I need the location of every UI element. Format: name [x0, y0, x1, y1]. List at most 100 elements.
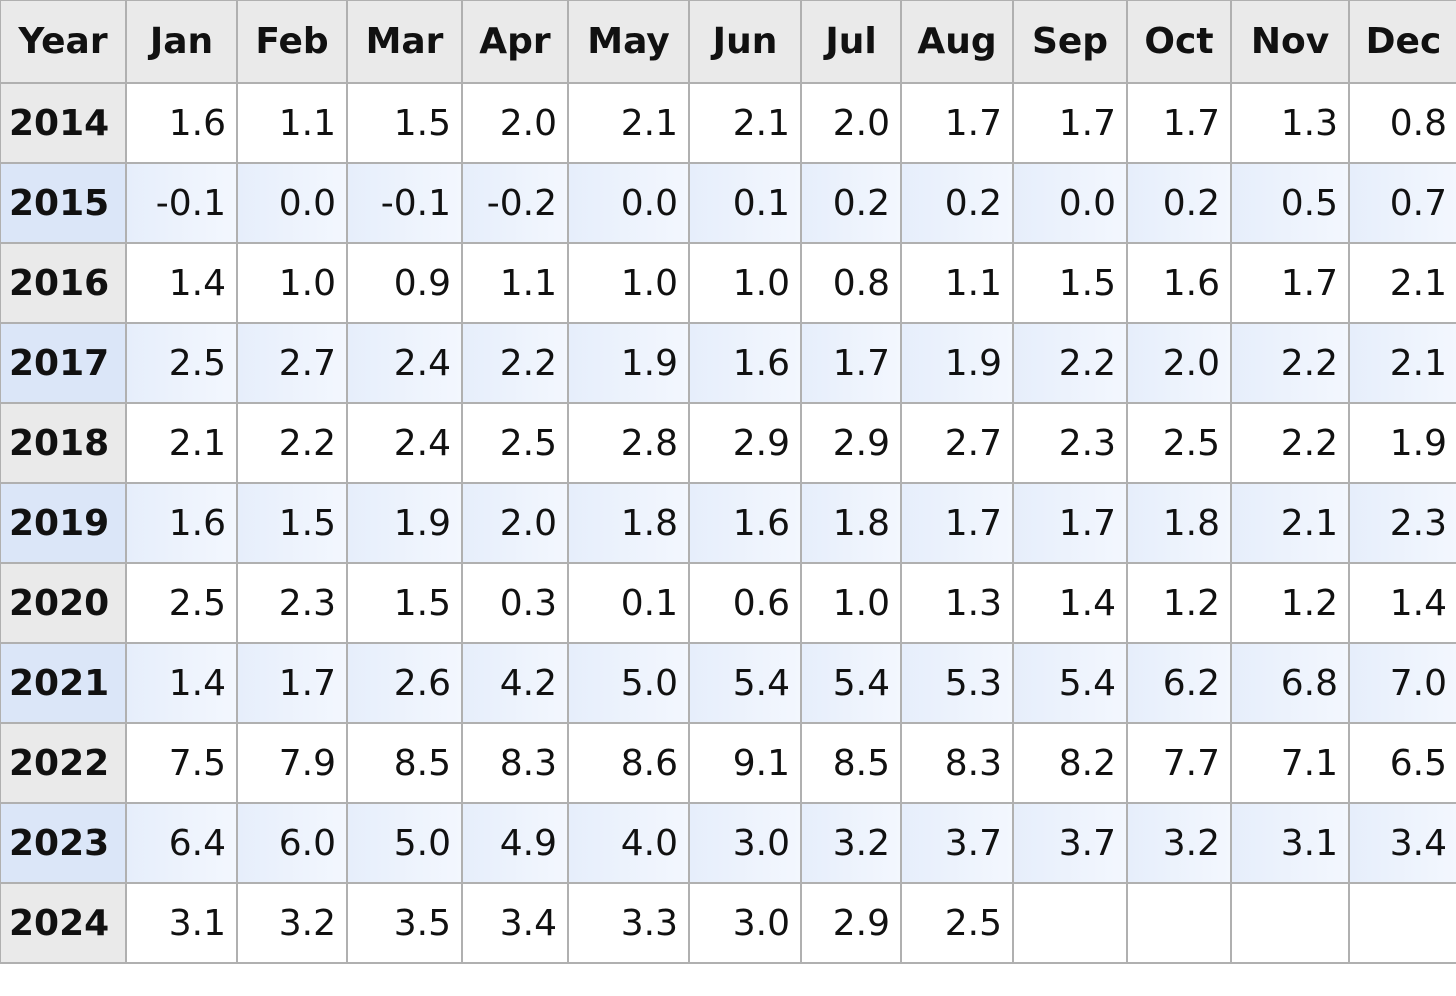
- value-cell: 2.5: [900, 882, 1014, 964]
- value-cell: 1.7: [236, 642, 348, 724]
- value-cell: 2.1: [567, 82, 690, 164]
- value-cell: 2.2: [461, 322, 569, 404]
- value-cell: 6.4: [125, 802, 238, 884]
- table-body: 2014 1.6 1.1 1.5 2.0 2.1 2.1 2.0 1.7 1.7 1.7 1.3 0.8…: [0, 82, 1456, 964]
- column-header: Mar: [346, 0, 463, 84]
- column-header: Dec: [1348, 0, 1456, 84]
- year-cell: 2023: [0, 802, 127, 884]
- value-cell: 1.0: [800, 562, 902, 644]
- value-cell: 2.0: [461, 482, 569, 564]
- value-cell: 3.0: [688, 882, 802, 964]
- column-header: Year: [0, 0, 127, 84]
- value-cell: 5.4: [800, 642, 902, 724]
- value-cell: 0.2: [800, 162, 902, 244]
- table-row: 2021 1.4 1.7 2.6 4.2 5.0 5.4 5.4 5.3 5.4 6.2 6.8 7.0: [0, 642, 1456, 724]
- value-cell: 8.6: [567, 722, 690, 804]
- value-cell: 2.7: [236, 322, 348, 404]
- value-cell: 2.7: [900, 402, 1014, 484]
- table-row: 2024 3.1 3.2 3.5 3.4 3.3 3.0 2.9 2.5: [0, 882, 1456, 964]
- value-cell: 7.1: [1230, 722, 1350, 804]
- value-cell: 3.7: [900, 802, 1014, 884]
- value-cell: 1.0: [236, 242, 348, 324]
- column-header: Jul: [800, 0, 902, 84]
- value-cell: 2.2: [1230, 402, 1350, 484]
- year-cell: 2017: [0, 322, 127, 404]
- value-cell: 0.8: [800, 242, 902, 324]
- value-cell: 2.3: [1012, 402, 1128, 484]
- value-cell: -0.1: [125, 162, 238, 244]
- value-cell: 7.7: [1126, 722, 1232, 804]
- column-header: Oct: [1126, 0, 1232, 84]
- column-header: Aug: [900, 0, 1014, 84]
- column-header: May: [567, 0, 690, 84]
- value-cell: 2.9: [800, 882, 902, 964]
- value-cell: 3.2: [236, 882, 348, 964]
- table-row: 2018 2.1 2.2 2.4 2.5 2.8 2.9 2.9 2.7 2.3 2.5 2.2 1.9: [0, 402, 1456, 484]
- year-cell: 2020: [0, 562, 127, 644]
- value-cell: 0.0: [236, 162, 348, 244]
- value-cell: 7.0: [1348, 642, 1456, 724]
- value-cell: 2.5: [1126, 402, 1232, 484]
- value-cell: 2.5: [125, 322, 238, 404]
- empty-cell: [1126, 882, 1232, 964]
- value-cell: 3.4: [1348, 802, 1456, 884]
- value-cell: 3.5: [346, 882, 463, 964]
- value-cell: 1.6: [688, 482, 802, 564]
- value-cell: 2.1: [1348, 242, 1456, 324]
- value-cell: 0.3: [461, 562, 569, 644]
- value-cell: 1.5: [1012, 242, 1128, 324]
- value-cell: 5.0: [346, 802, 463, 884]
- value-cell: 2.4: [346, 402, 463, 484]
- value-cell: 8.3: [461, 722, 569, 804]
- value-cell: 1.9: [900, 322, 1014, 404]
- value-cell: 2.6: [346, 642, 463, 724]
- value-cell: 1.2: [1126, 562, 1232, 644]
- column-header: Sep: [1012, 0, 1128, 84]
- year-cell: 2016: [0, 242, 127, 324]
- value-cell: 9.1: [688, 722, 802, 804]
- value-cell: 1.7: [900, 82, 1014, 164]
- value-cell: 5.3: [900, 642, 1014, 724]
- value-cell: 6.5: [1348, 722, 1456, 804]
- value-cell: 4.9: [461, 802, 569, 884]
- value-cell: 1.8: [567, 482, 690, 564]
- value-cell: 1.7: [800, 322, 902, 404]
- value-cell: 2.8: [567, 402, 690, 484]
- value-cell: 5.4: [1012, 642, 1128, 724]
- value-cell: 1.1: [900, 242, 1014, 324]
- value-cell: 5.0: [567, 642, 690, 724]
- value-cell: 1.6: [1126, 242, 1232, 324]
- value-cell: 1.3: [1230, 82, 1350, 164]
- empty-cell: [1348, 882, 1456, 964]
- value-cell: 2.0: [1126, 322, 1232, 404]
- value-cell: 2.5: [125, 562, 238, 644]
- value-cell: 3.4: [461, 882, 569, 964]
- empty-cell: [1230, 882, 1350, 964]
- year-cell: 2014: [0, 82, 127, 164]
- value-cell: 3.7: [1012, 802, 1128, 884]
- value-cell: 4.0: [567, 802, 690, 884]
- value-cell: 1.5: [236, 482, 348, 564]
- value-cell: 1.4: [1348, 562, 1456, 644]
- year-cell: 2019: [0, 482, 127, 564]
- value-cell: 5.4: [688, 642, 802, 724]
- value-cell: 8.3: [900, 722, 1014, 804]
- column-header: Feb: [236, 0, 348, 84]
- value-cell: 1.4: [125, 642, 238, 724]
- value-cell: 2.1: [1230, 482, 1350, 564]
- value-cell: 2.3: [1348, 482, 1456, 564]
- value-cell: 1.9: [1348, 402, 1456, 484]
- value-cell: 2.0: [461, 82, 569, 164]
- value-cell: 1.6: [125, 482, 238, 564]
- empty-cell: [1012, 882, 1128, 964]
- value-cell: 1.9: [346, 482, 463, 564]
- value-cell: 1.8: [800, 482, 902, 564]
- value-cell: 0.2: [1126, 162, 1232, 244]
- value-cell: 1.7: [1012, 82, 1128, 164]
- value-cell: 1.5: [346, 82, 463, 164]
- table-row: 2022 7.5 7.9 8.5 8.3 8.6 9.1 8.5 8.3 8.2 7.7 7.1 6.5: [0, 722, 1456, 804]
- value-cell: 2.2: [236, 402, 348, 484]
- value-cell: 6.2: [1126, 642, 1232, 724]
- value-cell: 2.1: [688, 82, 802, 164]
